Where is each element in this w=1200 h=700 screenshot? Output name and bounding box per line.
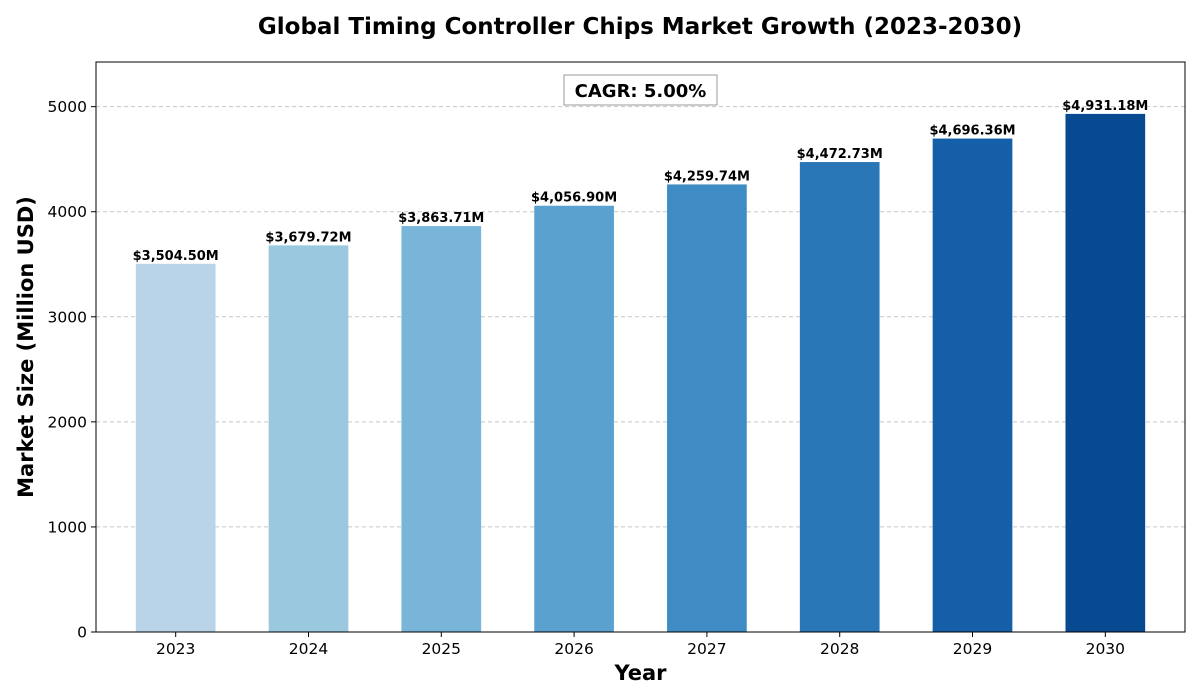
grid-lines bbox=[96, 106, 1185, 528]
bar-value-label: $3,679.72M bbox=[265, 230, 351, 245]
bar bbox=[667, 184, 747, 632]
bar-value-label: $4,259.74M bbox=[664, 169, 750, 184]
x-tick-label: 2030 bbox=[1086, 640, 1125, 658]
bar-value-label: $3,504.50M bbox=[133, 249, 219, 264]
y-tick-label: 2000 bbox=[48, 413, 87, 431]
bar-value-label: $4,472.73M bbox=[797, 147, 883, 162]
x-axis-ticks: 2023 2024 2025 2026 2027 2028 2029 2030 bbox=[156, 632, 1125, 658]
y-tick-label: 5000 bbox=[48, 98, 87, 116]
bar bbox=[534, 205, 614, 633]
x-tick-label: 2026 bbox=[554, 640, 593, 658]
bar-value-label: $4,931.18M bbox=[1062, 99, 1148, 114]
x-tick-label: 2027 bbox=[687, 640, 726, 658]
x-axis-title: Year bbox=[613, 661, 667, 685]
y-axis-ticks: 0 1000 2000 3000 4000 5000 bbox=[48, 98, 96, 642]
bar bbox=[401, 226, 482, 632]
x-tick-label: 2024 bbox=[289, 640, 328, 658]
y-tick-label: 4000 bbox=[48, 203, 87, 221]
x-tick-label: 2028 bbox=[820, 640, 859, 658]
bars bbox=[135, 113, 1146, 633]
bar-value-label: $3,863.71M bbox=[398, 211, 484, 226]
cagr-annotation: CAGR: 5.00% bbox=[563, 74, 718, 106]
bar-value-label: $4,056.90M bbox=[531, 191, 617, 206]
bar bbox=[268, 245, 349, 632]
x-tick-label: 2025 bbox=[422, 640, 461, 658]
y-tick-label: 1000 bbox=[48, 518, 87, 536]
chart-title: Global Timing Controller Chips Market Gr… bbox=[258, 14, 1022, 40]
bar bbox=[1065, 113, 1146, 632]
bar bbox=[135, 263, 216, 632]
y-tick-label: 3000 bbox=[48, 308, 87, 326]
bar bbox=[799, 162, 880, 632]
x-tick-label: 2029 bbox=[953, 640, 992, 658]
y-tick-label: 0 bbox=[77, 624, 87, 642]
bar-value-label: $4,696.36M bbox=[929, 124, 1015, 139]
plot-frame bbox=[95, 61, 1186, 633]
cagr-label: CAGR: 5.00% bbox=[575, 81, 707, 102]
cagr-box bbox=[563, 74, 718, 106]
bar-value-labels: $3,504.50M $3,679.72M $3,863.71M $4,056.90M… bbox=[133, 99, 1149, 264]
bar bbox=[932, 138, 1013, 633]
y-axis-title: Market Size (Million USD) bbox=[14, 196, 38, 498]
x-tick-label: 2023 bbox=[156, 640, 195, 658]
